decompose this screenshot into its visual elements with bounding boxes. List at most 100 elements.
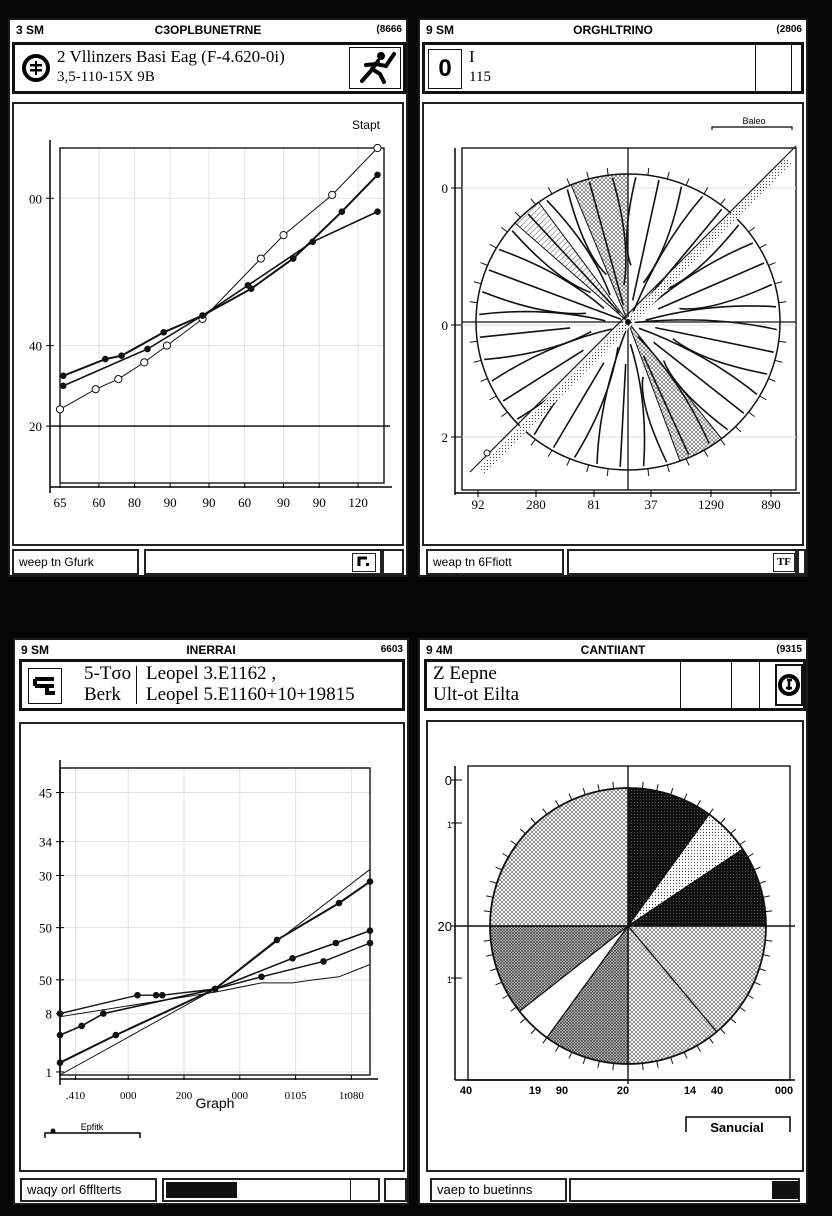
footer-extra-box: [382, 549, 404, 575]
header-line-1: 2 Vllinzers Basi Eag (F-4.620-0i): [57, 47, 285, 66]
edge-tick: [759, 880, 767, 884]
legend-marker: [50, 1128, 56, 1134]
data-point: [373, 143, 382, 153]
panel-pie-chart: 9 4M CANTIIANT (9315 Z Eepne Ult-ot Eilt…: [418, 638, 808, 1205]
footer-label: weep tn Gfurk: [12, 549, 139, 575]
spoke: [511, 230, 591, 294]
spoke: [588, 181, 625, 306]
series-line-line-3: [59, 929, 371, 1036]
edge-tick: [582, 1057, 586, 1065]
x-tick-label: 37: [645, 497, 659, 512]
center-point: [625, 319, 631, 325]
tf-button[interactable]: TF: [773, 553, 795, 572]
header: Z Eepne Ult-ot Eilta: [424, 659, 806, 711]
x-tick-label: 90: [203, 495, 216, 510]
footer-input[interactable]: [144, 549, 382, 575]
clock-button[interactable]: [775, 664, 803, 706]
y-tick-label: 34: [39, 835, 53, 850]
title-right: 6603: [380, 644, 403, 655]
edge-tick: [542, 808, 548, 815]
edge-tick: [489, 968, 497, 972]
runner-button[interactable]: [349, 47, 401, 89]
chart-area: [19, 722, 405, 1172]
data-point: [338, 208, 346, 215]
edge-tick: [502, 853, 509, 858]
header-divider: [731, 662, 732, 708]
spoke: [626, 177, 637, 266]
spoke: [655, 326, 774, 353]
edge-tick: [469, 301, 478, 304]
edge-tick: [683, 1051, 688, 1059]
plot-frame: [59, 147, 385, 484]
legend-bracket: [711, 126, 793, 130]
corner-button[interactable]: [352, 553, 376, 572]
edge-tick: [568, 793, 573, 801]
footer-dark-button[interactable]: [772, 1181, 799, 1199]
circle-badge-icon: [22, 54, 50, 82]
footer-input[interactable]: TF: [567, 549, 797, 575]
key-button[interactable]: [28, 668, 62, 704]
edge-tick: [666, 171, 670, 180]
edge-tick: [501, 411, 508, 418]
header-badge: 0: [428, 49, 462, 89]
edge-tick: [739, 1006, 746, 1012]
edge-tick: [555, 1045, 560, 1052]
data-point: [320, 958, 327, 965]
edge-tick: [748, 226, 755, 233]
panel-radial-chart: 9 SM ORGHLTRINO (2806 0 I 115 0 0 2 92 280 81…: [418, 18, 808, 577]
header-divider: [791, 45, 792, 91]
edge-tick: [514, 211, 521, 218]
header-line-2: Ult-ot Eilta: [433, 684, 520, 705]
spoke: [663, 224, 740, 292]
x-axis-label: Graph: [196, 1095, 235, 1111]
x-tick-label: 1290: [698, 497, 724, 512]
edge-tick: [666, 464, 670, 473]
edge-tick: [656, 784, 659, 792]
edge-tick: [489, 880, 497, 884]
y-tick-label: 8: [46, 1007, 53, 1022]
header-line-1: Leopel 3.E1162 ,: [146, 663, 277, 684]
edge-tick: [473, 359, 482, 363]
edge-tick: [703, 449, 709, 457]
x-tick-label: 000: [232, 1090, 249, 1102]
edge-tick: [530, 439, 536, 446]
y-tick-label: 40: [29, 339, 42, 354]
edge-tick: [683, 793, 688, 801]
y-tick-label: 00: [29, 191, 42, 206]
title-left: 9 SM: [426, 23, 455, 37]
y-tick-label: 1: [447, 820, 452, 830]
y-tick-label: 50: [39, 973, 52, 988]
spoke: [498, 248, 605, 310]
header-divider: [755, 45, 756, 91]
footer-input[interactable]: [569, 1178, 800, 1202]
edge-tick: [489, 243, 497, 249]
edge-tick: [486, 954, 494, 957]
edge-tick: [753, 866, 761, 871]
edge-tick: [582, 787, 586, 795]
data-point: [366, 927, 374, 935]
data-point: [112, 1031, 120, 1039]
data-point: [78, 1022, 85, 1030]
edge-tick: [719, 817, 726, 824]
window-title: INERRAI: [186, 643, 236, 657]
y-tick-label: 50: [39, 921, 52, 936]
data-point: [56, 1059, 64, 1067]
data-point: [279, 231, 288, 240]
edge-tick: [753, 981, 761, 986]
x-tick-label: 40: [711, 1085, 723, 1097]
spoke: [491, 328, 612, 382]
spoke: [638, 327, 758, 396]
header: 2 Vllinzers Basi Eag (F-4.620-0i) 3,5-11…: [12, 42, 406, 94]
edge-tick: [519, 828, 526, 835]
edge-tick: [480, 378, 488, 382]
data-point: [328, 190, 337, 199]
edge-tick: [762, 954, 770, 957]
edge-tick: [747, 853, 754, 858]
spoke: [653, 341, 745, 414]
plot-frame: [461, 147, 797, 491]
edge-tick: [486, 895, 494, 898]
footer-extra-box: [384, 1178, 407, 1202]
edge-tick: [735, 426, 742, 433]
x-tick-label: 92: [472, 497, 485, 512]
data-point: [244, 282, 252, 289]
